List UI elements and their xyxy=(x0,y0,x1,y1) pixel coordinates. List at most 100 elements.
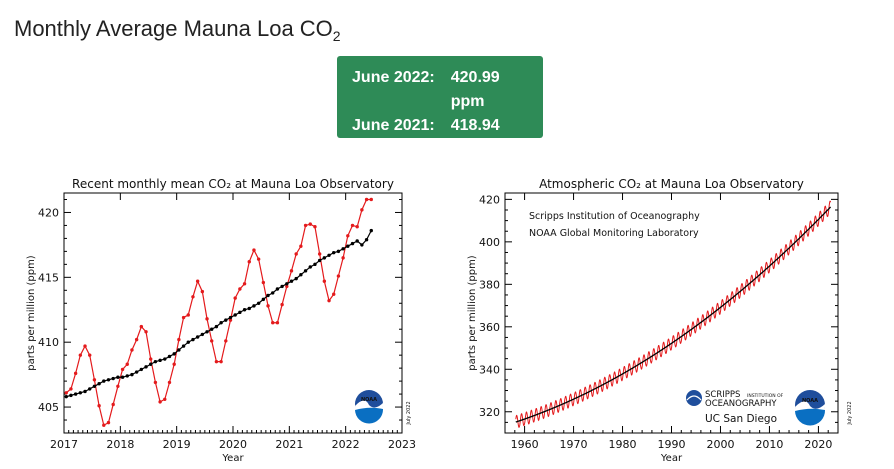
trend-point xyxy=(102,379,106,383)
noaa-logo-label: NOAA xyxy=(802,398,818,404)
y-tick-label: 400 xyxy=(479,236,500,249)
trend-point xyxy=(172,352,176,356)
stat-label-current: June 2022: xyxy=(352,69,435,86)
monthly-mean-point xyxy=(195,279,200,283)
scripps-logo-name: SCRIPPS xyxy=(705,390,740,400)
trend-point xyxy=(139,367,144,372)
last-updated: Last updated: July 11, 2022 xyxy=(442,166,533,173)
monthly-mean-point xyxy=(364,197,369,202)
trend-point xyxy=(92,384,97,388)
trend-point xyxy=(210,327,214,331)
monthly-mean-point xyxy=(308,222,312,226)
trend-point xyxy=(350,241,355,246)
trend-point xyxy=(130,372,134,377)
monthly-mean-point xyxy=(327,298,331,303)
trend-point xyxy=(294,276,298,281)
x-tick-label: 1960 xyxy=(511,438,539,451)
trend-point xyxy=(111,376,115,381)
trend-point xyxy=(256,301,261,305)
ucsd-logo: UC San Diego xyxy=(705,413,777,425)
monthly-mean-point xyxy=(111,402,115,407)
trend-point xyxy=(317,258,322,263)
monthly-mean-point xyxy=(294,252,298,256)
chart-title: Atmospheric CO₂ at Mauna Loa Observatory xyxy=(539,177,804,191)
trend-line xyxy=(66,230,372,398)
trend-point xyxy=(247,306,251,311)
monthly-mean-point xyxy=(285,284,289,289)
chart-title: Recent monthly mean CO₂ at Mauna Loa Obs… xyxy=(72,177,394,191)
trend-line xyxy=(515,206,832,423)
trend-point xyxy=(158,358,162,363)
x-tick-label: 2022 xyxy=(332,438,360,451)
monthly-mean-point xyxy=(163,397,167,401)
monthly-mean-point xyxy=(341,256,345,260)
trend-point xyxy=(134,370,139,374)
trend-point xyxy=(355,239,359,243)
trend-point xyxy=(285,282,289,286)
stat-label-previous: June 2021: xyxy=(352,117,435,134)
trend-point xyxy=(97,382,101,386)
trend-point xyxy=(219,321,223,325)
trend-point xyxy=(83,389,87,394)
noaa-logo-sea xyxy=(795,408,826,426)
y-tick-label: 420 xyxy=(38,206,59,219)
trend-point xyxy=(167,354,172,359)
annotation-noaa: NOAA Global Monitoring Laboratory xyxy=(529,228,699,239)
monthly-mean-point xyxy=(336,274,341,278)
trend-point xyxy=(64,394,68,399)
monthly-mean-point xyxy=(78,353,83,357)
monthly-mean-point xyxy=(275,321,280,325)
trend-point xyxy=(369,228,373,233)
noaa-logo: NOAA xyxy=(355,390,384,424)
scripps-logo-emblem xyxy=(686,390,702,406)
co2-stats-box: June 2022: 420.99 ppm June 2021: 418.94 … xyxy=(337,56,543,173)
stat-row-current: June 2022: 420.99 ppm xyxy=(347,66,533,114)
monthly-mean-point xyxy=(186,313,190,317)
trend-point xyxy=(364,238,369,242)
annotation-scripps: Scripps Institution of Oceanography xyxy=(529,211,700,222)
historical-co2-chart: Atmospheric CO₂ at Mauna Loa Observatory… xyxy=(467,177,853,464)
trend-point xyxy=(242,308,247,312)
monthly-mean-point xyxy=(144,330,148,334)
monthly-mean-point xyxy=(102,423,106,427)
monthly-mean-point xyxy=(355,225,359,229)
y-tick-label: 340 xyxy=(479,363,500,376)
monthly-mean-point xyxy=(134,337,139,342)
trend-point xyxy=(224,318,228,322)
scripps-logo-wave xyxy=(686,395,702,401)
trend-point xyxy=(233,313,237,317)
trend-point xyxy=(78,391,83,395)
monthly-mean-point xyxy=(210,339,214,343)
page-title: Monthly Average Mauna Loa CO2 xyxy=(14,16,341,44)
trend-point xyxy=(238,310,242,315)
trend-point xyxy=(303,269,308,273)
monthly-mean-point xyxy=(271,321,275,325)
y-tick-label: 405 xyxy=(38,401,59,414)
monthly-mean-point xyxy=(317,252,322,256)
y-tick-label: 420 xyxy=(479,193,500,206)
x-tick-label: 2018 xyxy=(106,438,134,451)
monthly-mean-point xyxy=(69,387,73,391)
noaa-logo-label: NOAA xyxy=(361,397,377,403)
trend-point xyxy=(280,284,284,289)
monthly-mean-point xyxy=(289,269,294,273)
y-tick-label: 360 xyxy=(479,321,500,334)
trend-point xyxy=(69,393,73,398)
trend-point xyxy=(228,315,233,320)
monthly-mean-point xyxy=(97,404,101,408)
monthly-mean-point xyxy=(200,289,205,294)
y-tick-label: 415 xyxy=(38,271,59,284)
trend-point xyxy=(205,330,209,334)
monthly-mean-point xyxy=(346,234,350,238)
x-tick-label: 1970 xyxy=(560,438,588,451)
stat-value-previous: 418.94 ppm xyxy=(450,117,500,158)
monthly-mean-point xyxy=(73,371,78,376)
trend-point xyxy=(186,340,190,344)
monthly-mean-point xyxy=(106,420,111,425)
monthly-mean-point xyxy=(219,359,223,364)
monthly-mean-point xyxy=(158,400,162,404)
noaa-logo-sea xyxy=(355,407,384,424)
y-tick-label: 320 xyxy=(479,406,500,419)
trend-point xyxy=(308,265,312,269)
trend-point xyxy=(346,244,350,248)
